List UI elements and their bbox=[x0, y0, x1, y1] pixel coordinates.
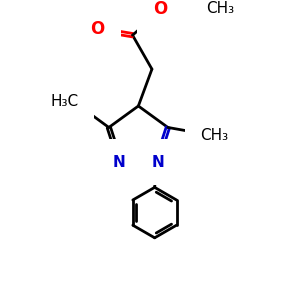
Text: O: O bbox=[154, 0, 168, 18]
Text: H₃C: H₃C bbox=[50, 94, 78, 109]
Text: CH₃: CH₃ bbox=[200, 128, 229, 143]
Text: N: N bbox=[151, 155, 164, 170]
Text: O: O bbox=[91, 20, 105, 38]
Text: CH₃: CH₃ bbox=[206, 1, 234, 16]
Text: N: N bbox=[113, 155, 125, 170]
